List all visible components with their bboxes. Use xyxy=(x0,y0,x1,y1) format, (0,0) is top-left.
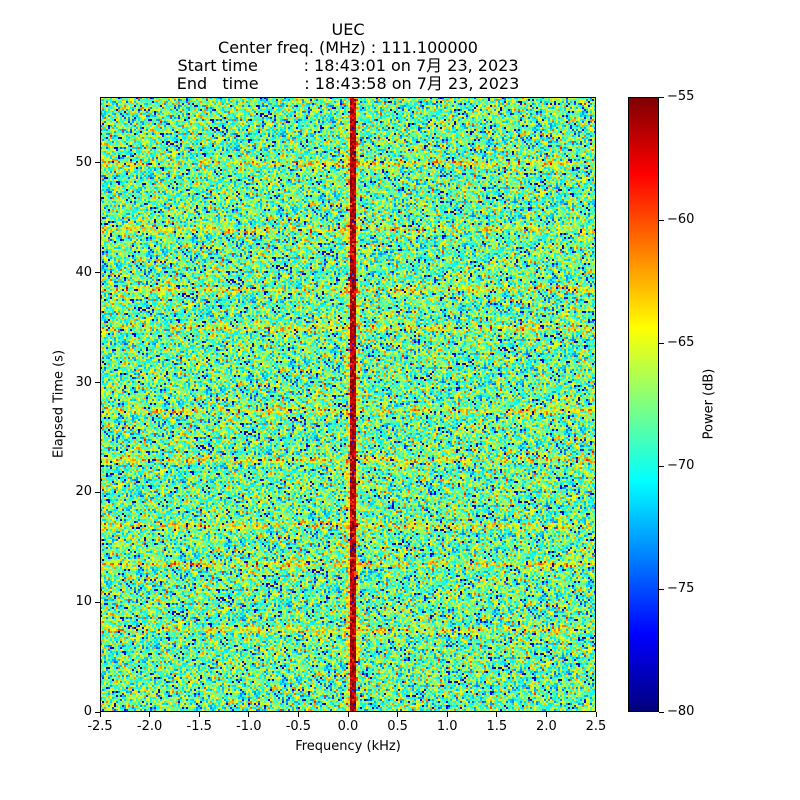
x-tick-label: -0.5 xyxy=(285,719,312,734)
x-tick-label: -2.5 xyxy=(87,719,113,734)
x-tick-mark xyxy=(149,712,151,717)
spectrogram-heatmap xyxy=(100,97,596,712)
colorbar-tick-label: −55 xyxy=(667,89,695,104)
x-tick-label: 0.5 xyxy=(387,719,408,734)
x-tick-mark xyxy=(248,712,250,717)
colorbar-tick-label: −80 xyxy=(667,704,695,719)
title-line-2: Center freq. (MHz) : 111.100000 xyxy=(218,38,478,57)
y-tick-mark xyxy=(95,272,100,274)
x-tick-mark xyxy=(99,712,101,717)
colorbar-tick-mark xyxy=(659,342,664,344)
x-axis-label: Frequency (kHz) xyxy=(295,739,401,754)
title-line-3: Start time : 18:43:01 on 7月 23, 2023 xyxy=(177,56,519,75)
x-tick-label: -1.0 xyxy=(236,719,262,734)
x-tick-mark xyxy=(297,712,299,717)
colorbar-tick-mark xyxy=(659,711,664,713)
x-tick-mark xyxy=(595,712,597,717)
x-tick-label: -2.0 xyxy=(136,719,163,734)
colorbar-tick-label: −65 xyxy=(667,335,695,350)
spectrogram-plot-area xyxy=(100,97,596,712)
y-axis-label: Elapsed Time (s) xyxy=(51,349,67,459)
x-tick-label: 2.0 xyxy=(536,719,557,734)
x-tick-label: 2.5 xyxy=(585,719,607,734)
y-tick-mark xyxy=(95,491,100,493)
x-tick-mark xyxy=(545,712,547,717)
y-tick-mark xyxy=(95,601,100,603)
colorbar-label: Power (dB) xyxy=(701,368,717,440)
colorbar-tick-mark xyxy=(659,465,664,467)
colorbar-tick-label: −70 xyxy=(667,458,695,473)
title-line-1: UEC xyxy=(331,20,365,39)
x-tick-label: 1.0 xyxy=(436,719,458,734)
y-tick-mark xyxy=(95,382,100,384)
y-tick-label: 10 xyxy=(75,594,92,610)
x-tick-mark xyxy=(347,712,349,717)
colorbar-tick-label: −60 xyxy=(667,212,695,227)
x-tick-mark xyxy=(198,712,200,717)
y-tick-label: 0 xyxy=(83,704,92,719)
x-tick-mark xyxy=(397,712,399,717)
title-line-4: End time : 18:43:58 on 7月 23, 2023 xyxy=(176,74,520,93)
x-tick-label: 0.0 xyxy=(337,719,359,734)
x-tick-mark xyxy=(446,712,448,717)
y-tick-mark xyxy=(95,711,100,713)
x-tick-mark xyxy=(496,712,498,717)
colorbar-tick-mark xyxy=(659,96,664,98)
x-tick-label: 1.5 xyxy=(486,719,508,734)
y-tick-label: 50 xyxy=(75,154,92,170)
y-tick-label: 20 xyxy=(75,484,92,500)
colorbar-tick-mark xyxy=(659,219,664,221)
colorbar xyxy=(628,97,659,712)
y-tick-label: 40 xyxy=(75,264,92,280)
y-tick-mark xyxy=(95,162,100,164)
colorbar-tick-label: −75 xyxy=(667,581,695,596)
colorbar-tick-mark xyxy=(659,588,664,590)
y-tick-label: 30 xyxy=(75,374,92,390)
x-tick-label: -1.5 xyxy=(186,719,212,734)
